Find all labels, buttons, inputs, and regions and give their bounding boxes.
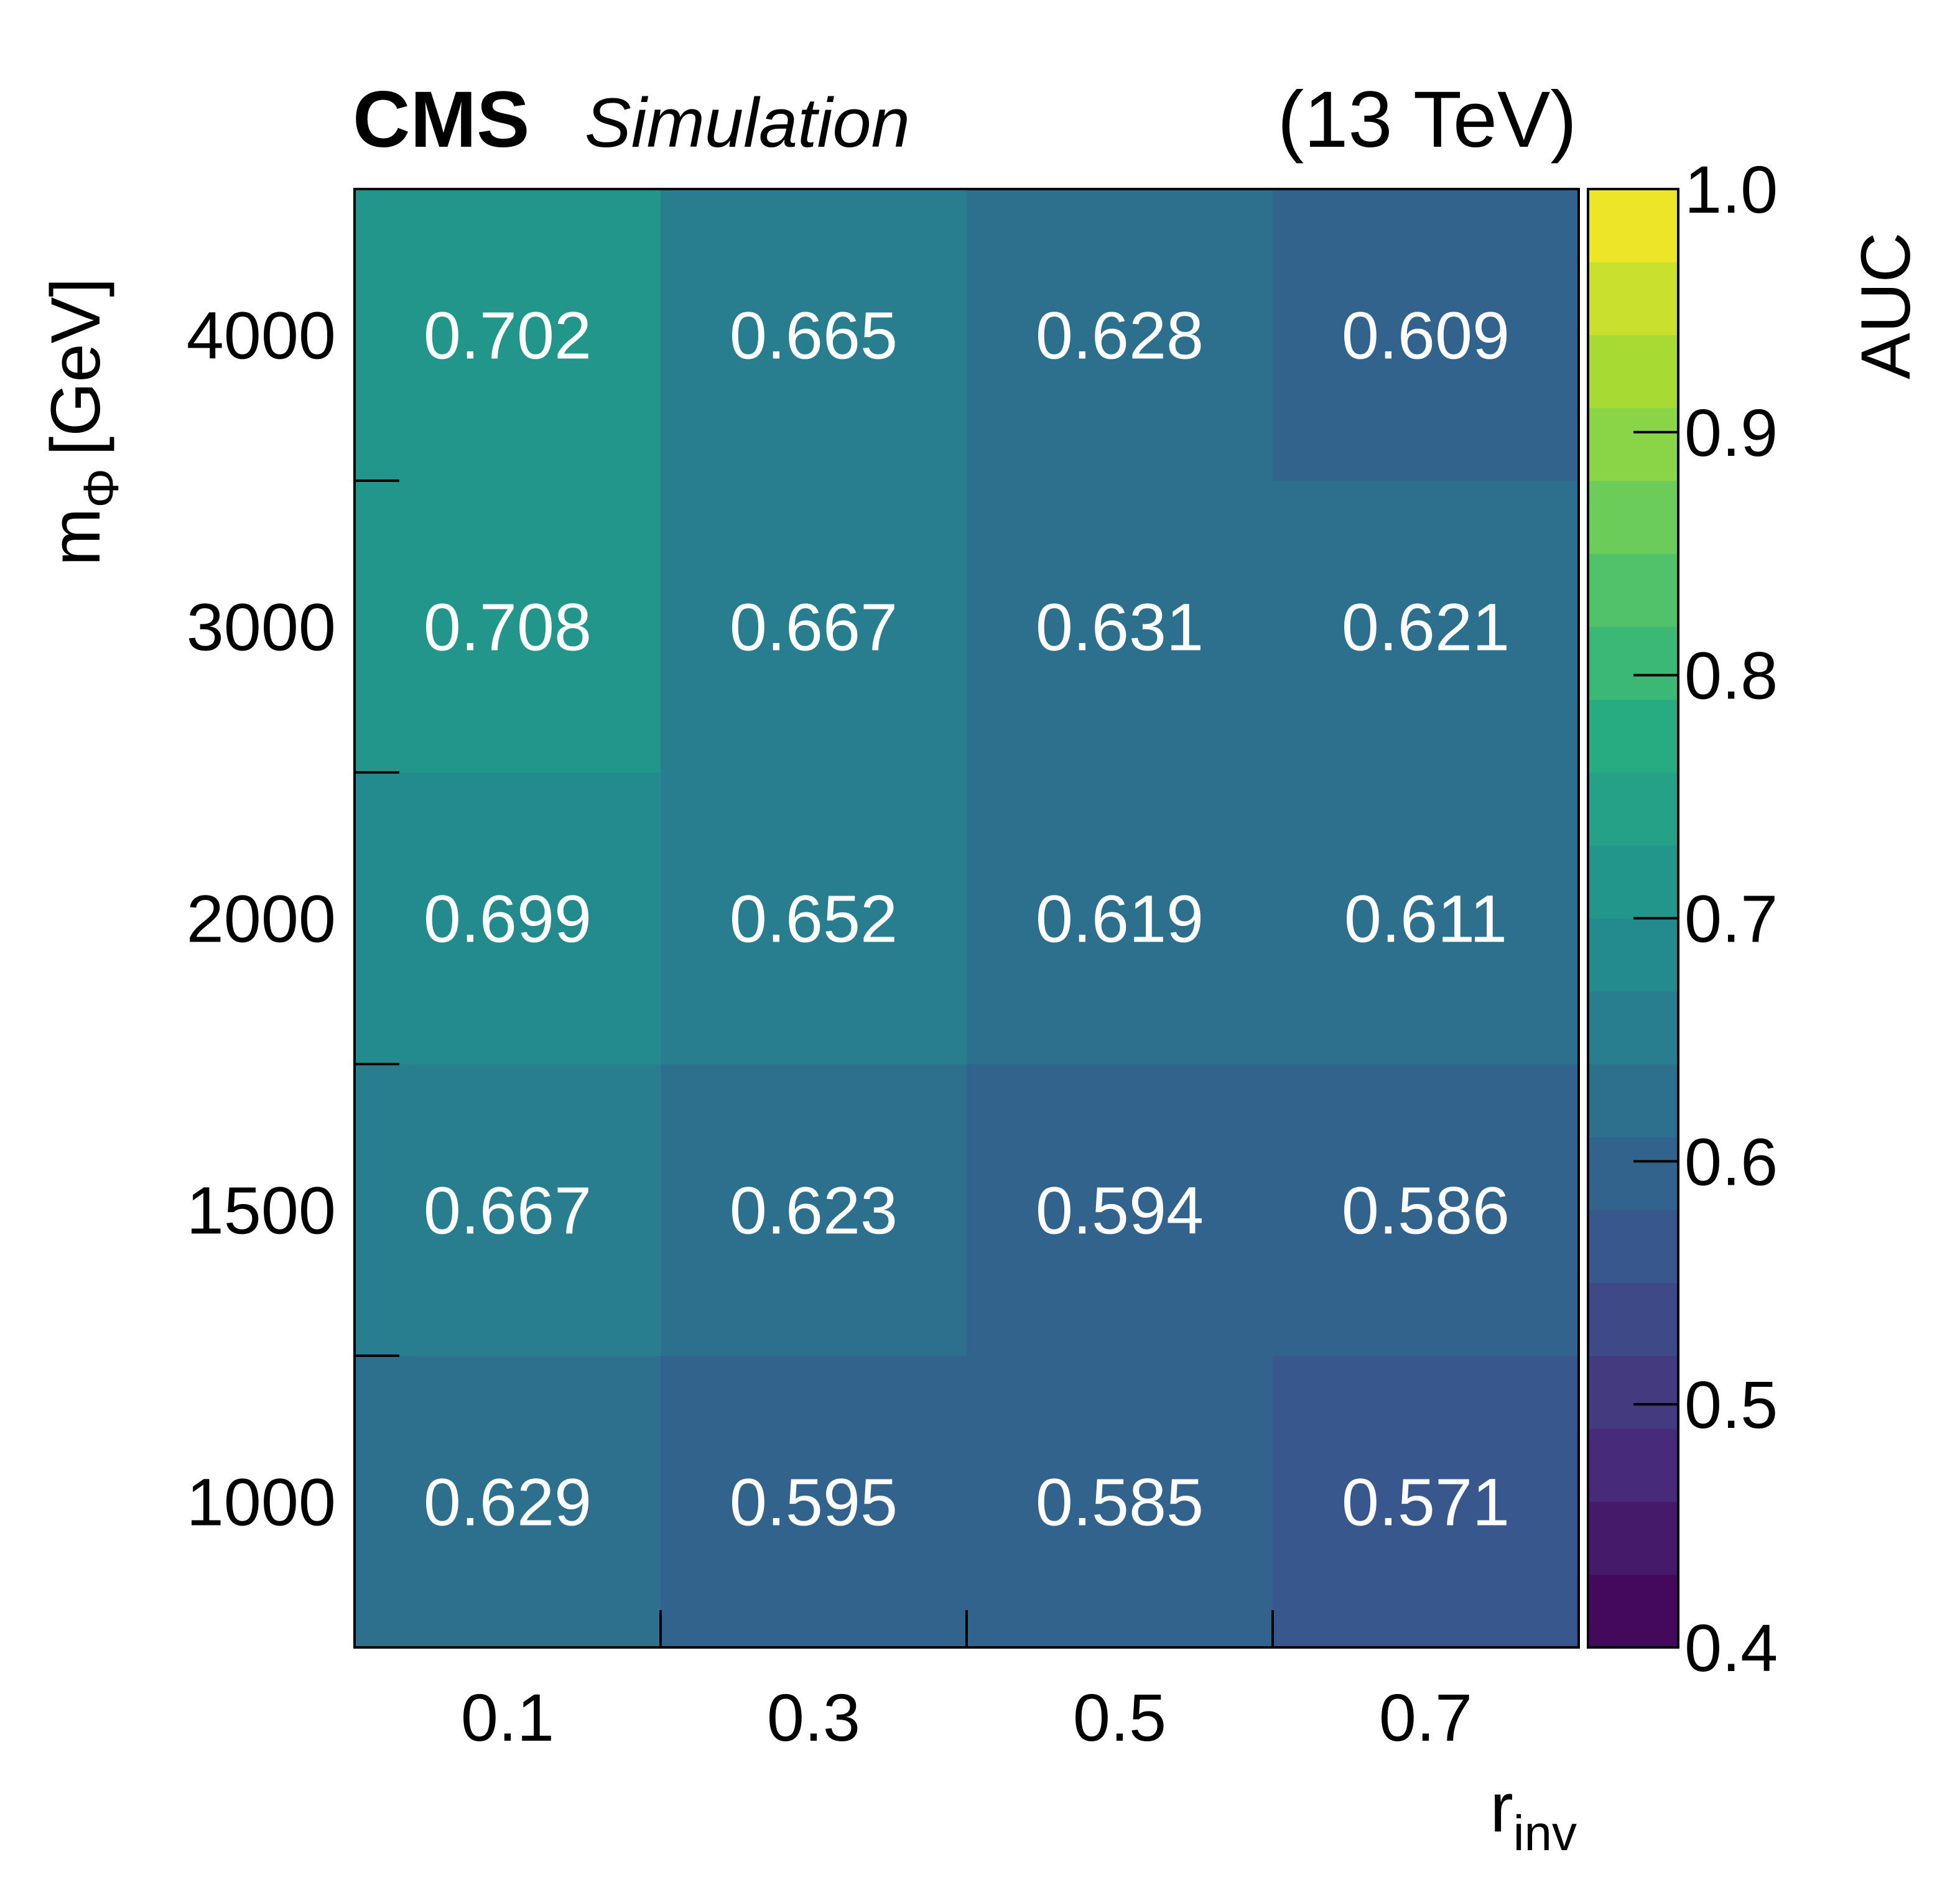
color-scale-band [1588,1137,1678,1210]
cell-value-label: 0.699 [424,881,592,956]
x-tick-label: 0.5 [1073,1680,1166,1755]
y-axis-title-unit: [GeV] [37,278,114,456]
color-scale-band [1588,481,1678,554]
color-scale-band [1588,772,1678,846]
color-scale-band [1588,407,1678,481]
heatmap-cell [1273,772,1579,1065]
color-scale-tick-label: 1.0 [1684,152,1778,227]
heatmap-cell [967,1064,1273,1356]
cell-value-label: 0.652 [730,881,898,956]
heatmap-cell [1273,481,1579,773]
y-tick-label: 1000 [187,1465,336,1540]
heatmap-cell [1273,1356,1579,1648]
x-tick-label: 0.3 [767,1680,860,1755]
color-scale-band [1588,1356,1678,1429]
cell-value-label: 0.708 [424,590,592,665]
cell-value-label: 0.585 [1036,1465,1204,1540]
color-scale-band [1588,1501,1678,1575]
cell-value-label: 0.667 [424,1173,592,1248]
color-scale-ticks: 0.4 0.5 0.6 0.7 0.8 0.9 1.0 [1633,152,1778,1685]
heatmap-cell [355,189,661,481]
x-axis: 0.1 0.3 0.5 0.7 [461,1610,1472,1755]
cell-value-label: 0.611 [1344,881,1507,956]
heatmap-cell [967,1356,1273,1648]
heatmap-cell [661,772,967,1065]
y-axis-title: mΦ [GeV] [37,278,129,566]
heatmap-cell [1273,189,1579,481]
y-tick-label: 4000 [187,298,336,373]
cell-value-label: 0.594 [1036,1173,1204,1248]
color-scale-band [1588,1429,1678,1502]
heatmap-cell [967,189,1273,481]
heatmap-cell [355,1356,661,1648]
x-tick-label: 0.7 [1379,1680,1472,1755]
cell-value-label: 0.586 [1342,1173,1510,1248]
simulation-label: Simulation [585,84,910,162]
colorbar-title: AUC [1847,233,1925,379]
cell-value-label: 0.571 [1342,1465,1510,1540]
cell-value-label: 0.595 [730,1465,898,1540]
cell-value-label: 0.629 [424,1465,592,1540]
color-scale-band [1588,699,1678,773]
color-scale-tick-label: 0.6 [1684,1124,1778,1199]
y-axis: 1000 1500 2000 3000 4000 [187,298,399,1540]
y-tick-label: 2000 [187,881,336,956]
heatmap-cells [355,189,1579,1648]
cell-value-label: 0.702 [424,298,592,373]
color-scale-tick-label: 0.7 [1684,881,1778,956]
cms-label: CMS [353,75,529,164]
color-scale-band [1588,918,1678,992]
y-tick-label: 3000 [187,590,336,665]
energy-label: (13 TeV) [1278,75,1577,164]
heatmap-cell [355,772,661,1065]
heatmap-cell [661,1356,967,1648]
heatmap-cell [967,481,1273,773]
color-scale-band [1588,1282,1678,1356]
heatmap-cell [661,189,967,481]
cell-value-label: 0.667 [730,590,898,665]
color-scale-band [1588,845,1678,919]
cell-value-label: 0.623 [730,1173,898,1248]
color-scale-band [1588,189,1678,262]
x-tick-label: 0.1 [461,1680,554,1755]
color-scale-tick-label: 0.9 [1684,395,1778,470]
color-scale-tick-label: 0.8 [1684,638,1778,713]
color-scale-band [1588,1210,1678,1284]
color-scale-band [1588,626,1678,700]
cell-value-label: 0.609 [1342,298,1510,373]
color-scale-band [1588,262,1678,335]
color-scale-tick-label: 0.4 [1684,1610,1778,1685]
x-axis-title: rinv [1490,1769,1577,1861]
heatmap-cell [1273,1064,1579,1356]
heatmap-cell [355,1064,661,1356]
y-axis-title-sub: Φ [73,468,129,508]
cell-value-label: 0.665 [730,298,898,373]
heatmap-cell [661,481,967,773]
heatmap-value-labels: 0.629 0.595 0.585 0.571 0.667 0.623 0.594 0.586… [424,298,1510,1540]
cell-value-label: 0.619 [1036,881,1204,956]
heatmap-cell [967,772,1273,1065]
color-scale-band [1588,991,1678,1065]
cell-value-label: 0.621 [1342,590,1510,665]
y-axis-title-main: m [37,508,114,566]
color-scale-band [1588,553,1678,627]
heatmap-cell [661,1064,967,1356]
y-tick-label: 1500 [187,1173,336,1248]
color-scale-band [1588,335,1678,409]
cell-value-label: 0.631 [1036,590,1204,665]
color-scale-bar [1588,189,1678,1648]
color-scale-tick-label: 0.5 [1684,1367,1778,1442]
x-axis-title-sub: inv [1513,1805,1577,1861]
color-scale-band [1588,1574,1678,1648]
x-axis-title-main: r [1490,1769,1513,1846]
heatmap-cell [355,481,661,773]
color-scale-band [1588,1064,1678,1137]
cell-value-label: 0.628 [1036,298,1204,373]
